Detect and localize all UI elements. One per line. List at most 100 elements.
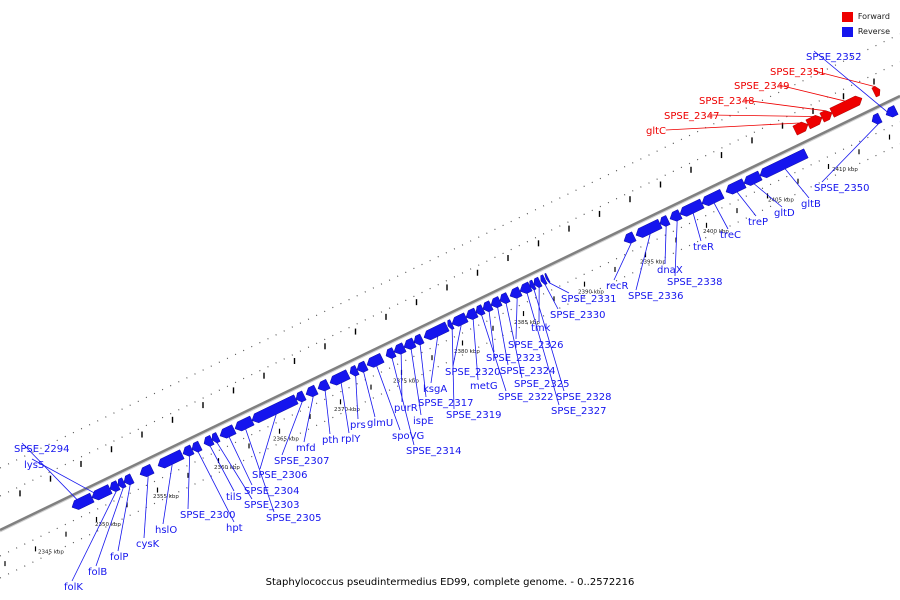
gene-label-SPSE_2323[interactable]: SPSE_2323 (486, 353, 542, 364)
gene-label-ispE[interactable]: ispE (413, 416, 434, 427)
gene-label-SPSE_2349[interactable]: SPSE_2349 (734, 81, 790, 92)
gene-label-SPSE_2336[interactable]: SPSE_2336 (628, 291, 684, 302)
gene-label-SPSE_2300[interactable]: SPSE_2300 (180, 510, 236, 521)
gene-arrow-SPSE_2325[interactable] (499, 292, 511, 304)
gene-arrow-cysK[interactable] (139, 463, 155, 478)
gene-label-folK[interactable]: folK (64, 582, 83, 593)
gene-label-hpt[interactable]: hpt (226, 523, 243, 534)
leader-SPSE_2317 (419, 344, 427, 398)
gene-label-treR[interactable]: treR (693, 242, 714, 253)
gene-label-cysK[interactable]: cysK (136, 539, 160, 550)
gene-label-folP[interactable]: folP (110, 552, 128, 563)
gene-arrow-SPSE_2347[interactable] (805, 115, 823, 130)
gene-label-SPSE_2305[interactable]: SPSE_2305 (266, 513, 322, 524)
gene-arrow-dnaX[interactable] (659, 215, 671, 227)
gene-arrow-rplY[interactable] (329, 369, 351, 386)
gene-label-SPSE_2326[interactable]: SPSE_2326 (508, 340, 564, 351)
gene-label-recR[interactable]: recR (606, 281, 629, 292)
gene-arrow-SPSE_2303[interactable] (211, 432, 221, 444)
gene-arrow-folP[interactable] (123, 473, 135, 486)
gene-label-glmU[interactable]: glmU (367, 418, 393, 429)
leader-ksgA (430, 336, 439, 384)
gene-label-SPSE_2328[interactable]: SPSE_2328 (556, 392, 612, 403)
gene-label-dnaX[interactable]: dnaX (657, 265, 683, 276)
gene-label-lysS[interactable]: lysS (24, 460, 44, 471)
gene-label-SPSE_2314[interactable]: SPSE_2314 (406, 446, 462, 457)
gene-arrow-hpt[interactable] (191, 440, 203, 453)
gene-label-mfd[interactable]: mfd (296, 443, 316, 454)
gene-arrow-SPSE_2351[interactable] (871, 86, 881, 98)
gene-label-folB[interactable]: folB (88, 567, 107, 578)
gene-label-SPSE_2322[interactable]: SPSE_2322 (498, 392, 554, 403)
gene-label-tilS[interactable]: tilS (226, 492, 242, 503)
gene-arrow-SPSE_2314[interactable] (385, 347, 397, 359)
gene-label-rplY[interactable]: rplY (341, 434, 361, 445)
gene-label-purR[interactable]: purR (394, 403, 418, 414)
gene-label-SPSE_2331[interactable]: SPSE_2331 (561, 294, 617, 305)
gene-arrow-SPSE_2331[interactable] (544, 272, 551, 284)
gene-label-treC[interactable]: treC (720, 230, 741, 241)
gene-label-SPSE_2294[interactable]: SPSE_2294 (14, 444, 70, 455)
gene-arrow-SPSE_2330[interactable] (540, 274, 548, 286)
gene-arrow-SPSE_2349[interactable] (829, 95, 863, 118)
gene-label-prs[interactable]: prs (350, 420, 366, 431)
gene-arrow-SPSE_2348[interactable] (819, 110, 833, 123)
gene-arrow-tmk[interactable] (533, 276, 543, 288)
gene-label-gltB[interactable]: gltB (801, 199, 821, 210)
gene-arrow-glmU[interactable] (356, 360, 369, 373)
gene-label-SPSE_2327[interactable]: SPSE_2327 (551, 406, 607, 417)
gene-arrow-recR[interactable] (623, 231, 637, 244)
gene-label-metG[interactable]: metG (470, 381, 498, 392)
gene-arrow-purR[interactable] (393, 342, 407, 355)
gene-label-SPSE_2350[interactable]: SPSE_2350 (814, 183, 870, 194)
leader-SPSE_2325 (505, 303, 523, 379)
gene-label-SPSE_2324[interactable]: SPSE_2324 (500, 366, 556, 377)
gene-arrow-pth[interactable] (317, 378, 331, 392)
gene-arrow-gltB[interactable] (759, 148, 809, 179)
gene-label-spoVG[interactable]: spoVG (392, 431, 424, 442)
leader-treR (692, 213, 702, 242)
gene-label-SPSE_2304[interactable]: SPSE_2304 (244, 486, 300, 497)
gene-label-pth[interactable]: pth (322, 435, 339, 446)
gene-label-SPSE_2325[interactable]: SPSE_2325 (514, 379, 570, 390)
gene-arrow-SPSE_2320[interactable] (451, 312, 469, 327)
gene-label-SPSE_2348[interactable]: SPSE_2348 (699, 96, 755, 107)
gene-label-SPSE_2307[interactable]: SPSE_2307 (274, 456, 330, 467)
scale-label: 2350 kbp (95, 522, 121, 528)
gene-label-SPSE_2319[interactable]: SPSE_2319 (446, 410, 502, 421)
gene-arrow-SPSE_2352[interactable] (885, 105, 899, 118)
gene-arrow-SPSE_2326[interactable] (509, 286, 523, 299)
guide-line-3 (0, 143, 900, 579)
gene-label-SPSE_2306[interactable]: SPSE_2306 (252, 470, 308, 481)
gene-label-SPSE_2330[interactable]: SPSE_2330 (550, 310, 606, 321)
gene-arrow-SPSE_2307[interactable] (295, 390, 307, 403)
gene-arrow-gltD[interactable] (743, 170, 763, 186)
scale-label: 2365 kbp (273, 436, 299, 442)
gene-arrow-spoVG[interactable] (366, 352, 385, 368)
gene-label-gltC[interactable]: gltC (646, 126, 666, 137)
gene-label-SPSE_2347[interactable]: SPSE_2347 (664, 111, 720, 122)
gene-label-gltD[interactable]: gltD (774, 208, 795, 219)
gene-arrow-mfd[interactable] (305, 384, 319, 398)
gene-arrow-SPSE_2338[interactable] (669, 209, 683, 222)
gene-label-SPSE_2351[interactable]: SPSE_2351 (770, 67, 826, 78)
gene-arrow-SPSE_2304[interactable] (219, 424, 237, 439)
gene-arrow-SPSE_2317[interactable] (413, 333, 425, 346)
gene-label-tmk[interactable]: tmk (531, 323, 551, 334)
gene-arrow-gltC[interactable] (792, 121, 809, 136)
gene-label-SPSE_2352[interactable]: SPSE_2352 (806, 52, 862, 63)
gene-label-treP[interactable]: treP (748, 217, 768, 228)
gene-arrow-ksgA[interactable] (423, 321, 450, 341)
gene-arrow-hslO[interactable] (157, 449, 185, 469)
gene-label-SPSE_2303[interactable]: SPSE_2303 (244, 500, 300, 511)
gene-label-SPSE_2317[interactable]: SPSE_2317 (418, 398, 474, 409)
gene-arrow-treC[interactable] (701, 188, 725, 207)
gene-label-ksgA[interactable]: ksgA (423, 384, 447, 395)
gene-label-SPSE_2338[interactable]: SPSE_2338 (667, 277, 723, 288)
gene-arrow-lysS[interactable] (91, 484, 113, 501)
gene-arrow-SPSE_2305[interactable] (234, 415, 255, 432)
gene-arrow-SPSE_2350[interactable] (871, 112, 883, 125)
gene-label-SPSE_2320[interactable]: SPSE_2320 (445, 367, 501, 378)
scale-label: 2370 kbp (334, 407, 360, 413)
gene-label-hslO[interactable]: hslO (155, 525, 177, 536)
